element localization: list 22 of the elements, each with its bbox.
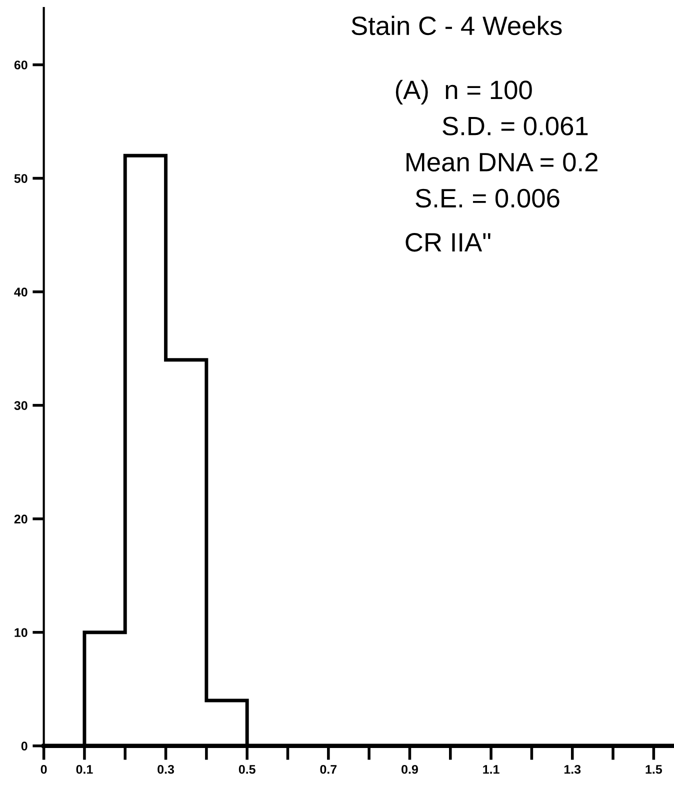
annotation: S.D. = 0.061 — [442, 116, 588, 136]
x-tick-label: 0.9 — [402, 764, 418, 774]
x-tick-label: 1.3 — [564, 764, 581, 774]
annotation: CR IIA" — [406, 233, 490, 252]
y-tick-label: 20 — [14, 514, 28, 524]
annotation: S.E. = 0.006 — [416, 188, 560, 208]
x-tick-label: 1.1 — [483, 765, 500, 774]
annotation: Mean DNA = 0.2 — [406, 152, 598, 172]
y-tick-label: 60 — [14, 60, 28, 70]
x-tick-label: 0.3 — [158, 764, 174, 774]
y-tick-label: 10 — [14, 628, 28, 637]
x-tick-label: 1.5 — [646, 765, 662, 774]
y-tick-label: 50 — [14, 174, 28, 183]
annotation: (A) n = 100 — [396, 80, 532, 105]
x-tick-label: 0.7 — [320, 764, 337, 774]
x-tick-label: 0.5 — [238, 764, 256, 774]
x-tick-label: 0 — [40, 764, 47, 774]
x-tick-label: 0.1 — [76, 764, 93, 774]
y-tick-label: 0 — [21, 742, 28, 751]
chart-title: Stain C - 4 Weeks — [352, 16, 562, 36]
y-tick-label: 30 — [14, 401, 28, 410]
y-tick-label: 40 — [14, 288, 28, 296]
